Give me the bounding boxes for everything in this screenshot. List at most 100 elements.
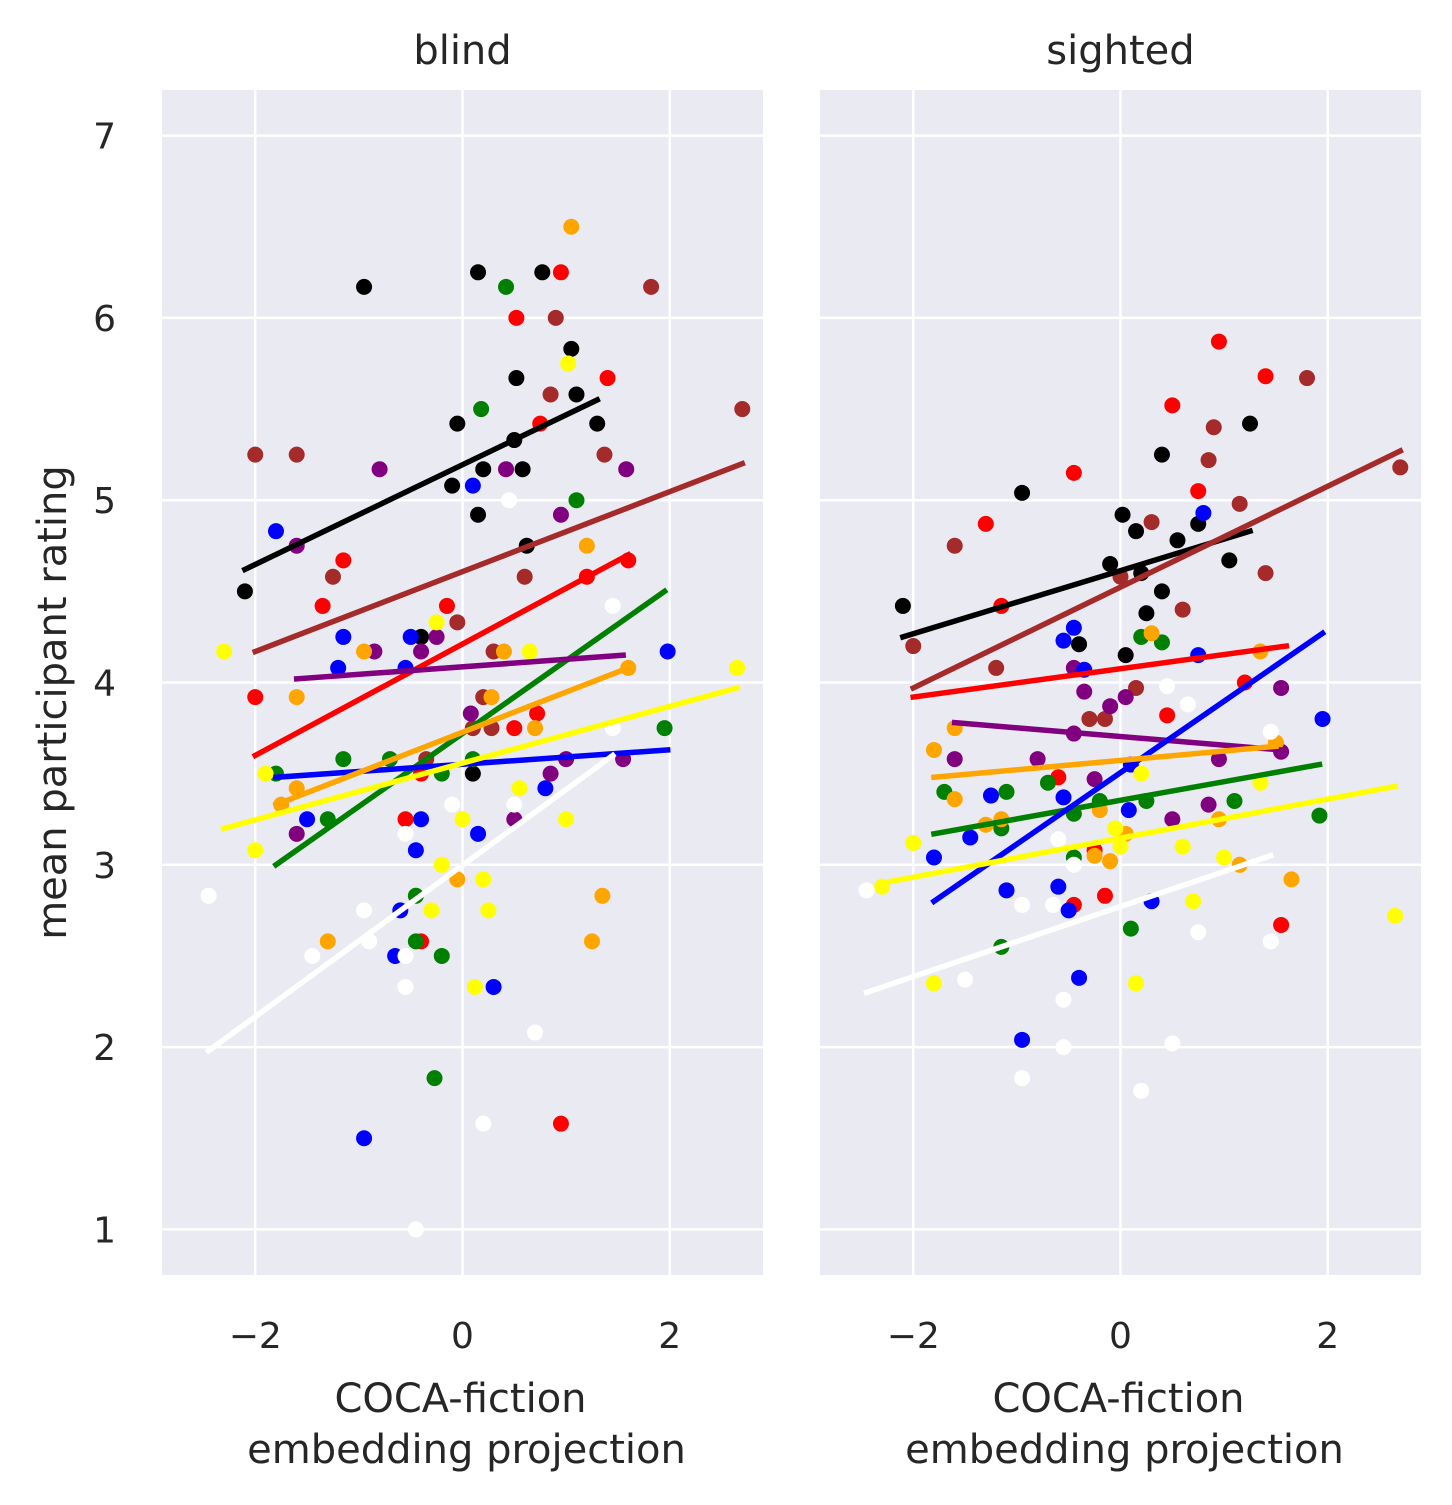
data-point xyxy=(977,515,994,532)
data-point xyxy=(514,461,531,478)
data-point xyxy=(1128,523,1145,540)
data-point xyxy=(1179,696,1196,713)
data-point xyxy=(288,825,305,842)
data-point xyxy=(894,597,911,614)
data-point xyxy=(552,1115,569,1132)
data-point xyxy=(1205,419,1222,436)
data-point xyxy=(1216,849,1233,866)
data-point xyxy=(1164,1035,1181,1052)
data-point xyxy=(1195,504,1212,521)
data-point xyxy=(480,902,497,919)
regression-line xyxy=(220,684,741,832)
regression-line xyxy=(910,642,1290,701)
data-point xyxy=(527,1024,544,1041)
data-point xyxy=(1387,907,1404,924)
data-point xyxy=(444,477,461,494)
data-point xyxy=(1107,820,1124,837)
data-point xyxy=(1164,397,1181,414)
regression-line xyxy=(293,652,627,682)
data-point xyxy=(1039,774,1056,791)
data-point xyxy=(547,309,564,326)
data-point xyxy=(1065,856,1082,873)
data-point xyxy=(1055,789,1072,806)
data-point xyxy=(485,978,502,995)
data-point xyxy=(200,887,217,904)
data-point xyxy=(1102,556,1119,572)
data-point xyxy=(656,720,673,737)
data-point xyxy=(1159,678,1176,695)
data-point xyxy=(462,705,479,722)
data-point xyxy=(407,842,424,859)
data-point xyxy=(1102,698,1119,715)
data-point xyxy=(1221,552,1238,569)
data-point xyxy=(1169,532,1186,549)
gridlines-sighted xyxy=(820,90,1421,1275)
data-point xyxy=(1112,838,1129,855)
data-point xyxy=(470,506,487,523)
data-point xyxy=(1055,991,1072,1008)
data-point xyxy=(449,871,466,888)
data-point xyxy=(1014,896,1031,913)
data-point xyxy=(962,829,979,846)
data-point xyxy=(946,791,963,808)
data-point xyxy=(925,741,942,758)
regression-line xyxy=(878,783,1399,887)
data-point xyxy=(643,278,660,295)
y-tick-label: 1 xyxy=(93,1210,116,1251)
data-point xyxy=(330,659,347,676)
data-point xyxy=(1128,975,1145,992)
regression-line xyxy=(909,447,1404,692)
data-point xyxy=(957,971,974,988)
data-point xyxy=(1273,916,1290,933)
data-point xyxy=(1045,896,1062,913)
data-point xyxy=(558,811,575,828)
data-point xyxy=(356,902,373,919)
regression-line xyxy=(272,664,632,809)
data-point xyxy=(1096,710,1113,727)
data-point xyxy=(413,811,430,828)
data-point xyxy=(371,461,388,478)
data-point xyxy=(1257,565,1274,582)
data-point xyxy=(1114,506,1131,523)
y-tick-labels: 1 2 3 4 5 6 7 xyxy=(93,117,116,1252)
data-point xyxy=(1086,771,1103,788)
data-point xyxy=(464,477,481,494)
panel-title-blind: blind xyxy=(413,28,511,74)
data-point xyxy=(1081,710,1098,727)
data-point xyxy=(537,780,554,797)
data-point xyxy=(1102,853,1119,870)
data-point xyxy=(498,461,515,478)
data-point xyxy=(335,628,352,645)
data-point xyxy=(1096,887,1113,904)
data-point xyxy=(216,643,233,660)
data-point xyxy=(1164,811,1181,828)
data-point xyxy=(304,947,321,964)
data-point xyxy=(552,264,569,281)
marks-blind xyxy=(200,218,751,1238)
data-point xyxy=(236,583,253,600)
data-point xyxy=(527,720,544,737)
x-axis-label-line1-sighted: COCA-fiction xyxy=(992,1376,1244,1422)
regression-line xyxy=(251,460,746,656)
data-point xyxy=(397,947,414,964)
data-point xyxy=(508,309,525,326)
data-point xyxy=(413,643,430,660)
data-point xyxy=(1174,601,1191,618)
data-point xyxy=(1122,920,1139,937)
data-point xyxy=(508,370,525,387)
data-point xyxy=(1210,333,1227,350)
data-point xyxy=(1120,802,1137,819)
data-point xyxy=(402,628,419,645)
data-point xyxy=(449,614,466,631)
data-point xyxy=(858,882,875,899)
panel-sighted: sighted −2 0 2 COCA-fiction embedding proj… xyxy=(820,28,1421,1473)
data-point xyxy=(454,811,471,828)
data-point xyxy=(506,720,523,737)
data-point xyxy=(542,765,559,782)
data-point xyxy=(397,811,414,828)
data-point xyxy=(423,902,440,919)
data-point xyxy=(1200,452,1217,469)
data-point xyxy=(568,492,585,509)
data-point xyxy=(470,825,487,842)
data-point xyxy=(1262,723,1279,740)
